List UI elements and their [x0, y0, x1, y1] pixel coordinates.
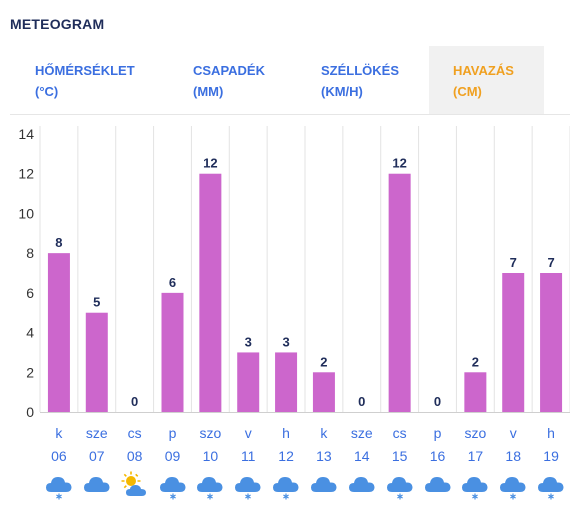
bar	[199, 173, 222, 412]
x-day-label: szo	[199, 425, 221, 441]
tab-temperature-label: HŐMÉRSÉKLET	[35, 63, 135, 78]
bar-value-label: 6	[169, 275, 176, 290]
bar-value-label: 2	[320, 354, 327, 369]
snow-cloud-icon	[460, 470, 490, 500]
x-date-label: 16	[430, 448, 446, 464]
tab-snowfall[interactable]: HAVAZÁS (CM)	[429, 46, 544, 114]
x-day-label: cs	[128, 425, 142, 441]
bar	[275, 352, 298, 412]
bar-value-label: 2	[472, 354, 479, 369]
x-day-label: k	[55, 425, 63, 441]
tab-wind-gust-label: SZÉLLÖKÉS	[321, 63, 400, 78]
x-day-label: h	[547, 425, 555, 441]
x-day-label: szo	[464, 425, 486, 441]
x-date-label: 06	[51, 448, 67, 464]
y-tick-label: 6	[26, 285, 34, 301]
page-title: METEOGRAM	[10, 16, 105, 32]
x-day-label: k	[320, 425, 328, 441]
snow-cloud-icon	[536, 470, 566, 500]
x-date-label: 19	[543, 448, 559, 464]
bar	[85, 312, 108, 412]
y-tick-label: 8	[26, 245, 34, 261]
bar-value-label: 8	[55, 235, 62, 250]
bar	[464, 372, 487, 412]
bar-value-label: 0	[434, 394, 441, 409]
x-date-label: 15	[392, 448, 408, 464]
x-date-label: 12	[278, 448, 294, 464]
weather-icon-row	[0, 470, 570, 504]
snow-cloud-icon	[233, 470, 263, 500]
cloud-icon	[347, 470, 377, 500]
tab-bar: HŐMÉRSÉKLET (°C) CSAPADÉK (MM) SZÉLLÖKÉS…	[10, 46, 570, 114]
sun-cloud-icon	[120, 470, 150, 500]
x-day-label: v	[245, 425, 252, 441]
tab-snowfall-label: HAVAZÁS	[453, 63, 514, 78]
x-day-label: h	[282, 425, 290, 441]
bar-value-label: 3	[245, 334, 252, 349]
x-day-label: cs	[393, 425, 407, 441]
bar-value-label: 0	[131, 394, 138, 409]
tab-temperature-unit: (°C)	[35, 84, 59, 99]
y-tick-label: 12	[18, 166, 34, 182]
snow-cloud-icon	[385, 470, 415, 500]
x-date-label: 17	[468, 448, 484, 464]
bar	[237, 352, 260, 412]
tab-wind-gust-unit: (KM/H)	[321, 84, 363, 99]
y-tick-label: 2	[26, 364, 34, 380]
y-tick-label: 10	[18, 205, 34, 221]
x-date-label: 11	[241, 448, 256, 464]
snow-cloud-icon	[271, 470, 301, 500]
bar	[161, 292, 184, 412]
snow-cloud-icon	[44, 470, 74, 500]
bar	[47, 253, 70, 412]
bar-value-label: 7	[510, 255, 517, 270]
tab-precipitation[interactable]: CSAPADÉK (MM)	[193, 46, 313, 114]
bar-value-label: 3	[282, 334, 289, 349]
x-day-label: sze	[351, 425, 373, 441]
bar-value-label: 0	[358, 394, 365, 409]
tab-snowfall-unit: (CM)	[453, 84, 482, 99]
bar	[502, 273, 525, 412]
x-date-label: 08	[127, 448, 143, 464]
bar	[540, 273, 563, 412]
x-day-label: p	[434, 425, 442, 441]
cloud-icon	[309, 470, 339, 500]
snow-cloud-icon	[195, 470, 225, 500]
bar-value-label: 12	[203, 156, 217, 171]
y-tick-label: 0	[26, 404, 34, 420]
x-date-label: 14	[354, 448, 370, 464]
x-day-label: v	[510, 425, 517, 441]
x-date-label: 09	[165, 448, 181, 464]
tab-wind-gust[interactable]: SZÉLLÖKÉS (KM/H)	[321, 46, 431, 114]
snowfall-bar-chart: 024681012148k065sze070cs086p0912szo103v1…	[18, 126, 570, 464]
bar	[312, 372, 335, 412]
x-date-label: 18	[505, 448, 521, 464]
bar-value-label: 5	[93, 295, 100, 310]
snow-cloud-icon	[498, 470, 528, 500]
tab-underline	[10, 114, 570, 115]
tab-precipitation-unit: (MM)	[193, 84, 224, 99]
x-day-label: p	[169, 425, 177, 441]
bar	[388, 173, 411, 412]
snow-cloud-icon	[158, 470, 188, 500]
x-date-label: 10	[203, 448, 219, 464]
x-date-label: 07	[89, 448, 105, 464]
bar-value-label: 7	[547, 255, 554, 270]
tab-temperature[interactable]: HŐMÉRSÉKLET (°C)	[35, 46, 185, 114]
y-tick-label: 4	[26, 325, 34, 341]
tab-precipitation-label: CSAPADÉK	[193, 63, 265, 78]
x-date-label: 13	[316, 448, 332, 464]
cloud-icon	[82, 470, 112, 500]
x-day-label: sze	[86, 425, 108, 441]
bar-value-label: 12	[392, 156, 406, 171]
y-tick-label: 14	[18, 126, 34, 142]
cloud-icon	[423, 470, 453, 500]
